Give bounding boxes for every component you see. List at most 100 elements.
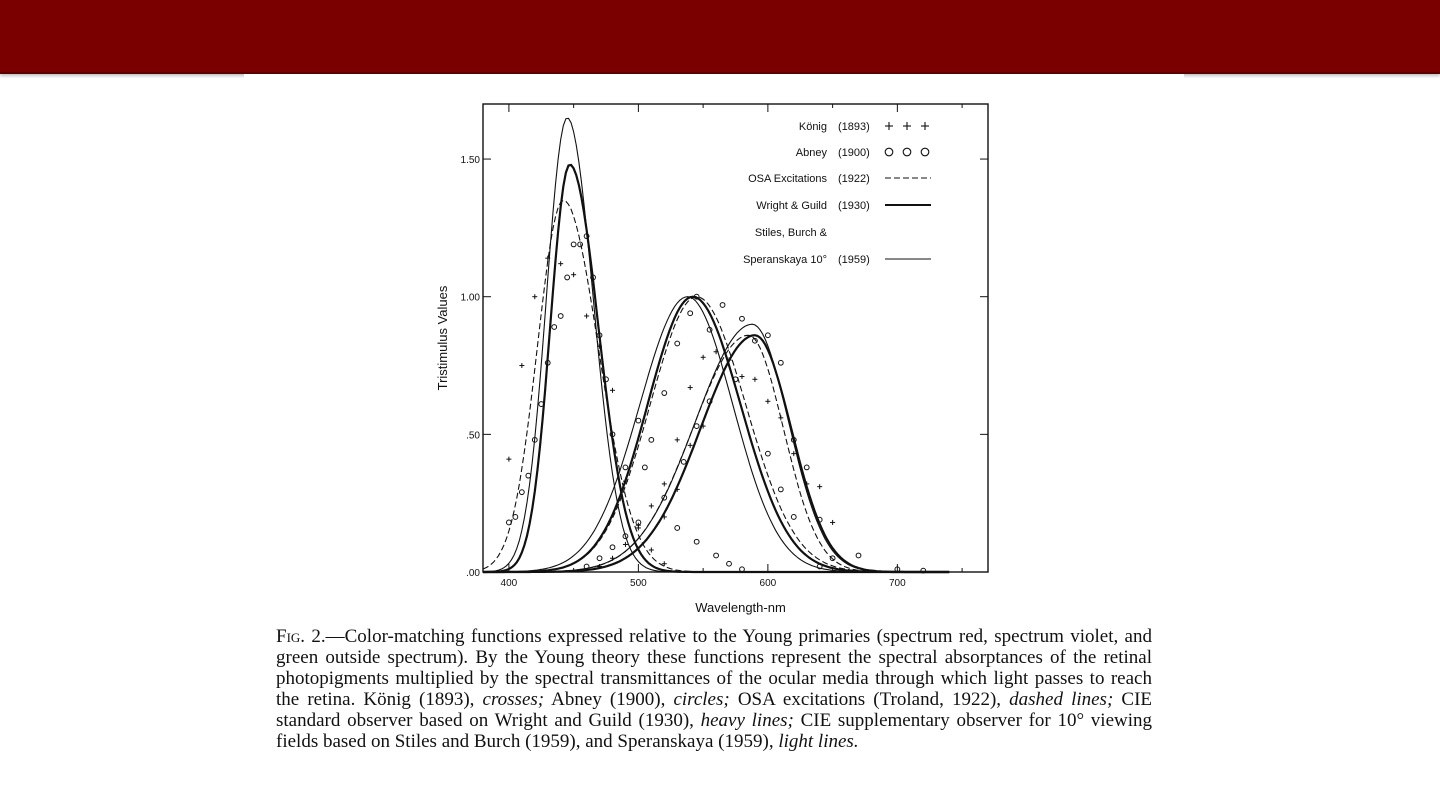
- caption-text: —Color-matching functions expressed rela…: [276, 626, 1152, 710]
- circle-point: [777, 359, 784, 366]
- cross-point: [804, 481, 810, 487]
- y-axis-label: Tristimulus Values: [435, 285, 450, 390]
- plot-frame: [482, 103, 989, 573]
- cross-point: [545, 255, 551, 261]
- circle-point: [680, 458, 687, 465]
- legend-label: Stiles, Burch &: [755, 227, 828, 239]
- circle-point: [816, 563, 823, 570]
- circle-point: [590, 274, 596, 281]
- circle-point: [596, 555, 603, 562]
- circle-point: [790, 514, 797, 520]
- circle-point: [706, 398, 713, 405]
- circle-point: [855, 552, 862, 559]
- x-tick-label: 500: [630, 578, 647, 589]
- x-axis-label: Wavelength-nm: [695, 600, 786, 615]
- circle-point: [609, 431, 616, 438]
- cross-point: [661, 514, 667, 520]
- x-tick-label: 700: [889, 578, 906, 589]
- cross-point: [830, 519, 836, 525]
- legend-circle: [902, 147, 912, 157]
- circle-point: [674, 340, 681, 347]
- circle-point: [648, 436, 655, 443]
- circle-point: [661, 494, 668, 501]
- legend-label: OSA Excitations: [748, 173, 827, 185]
- circle-point: [525, 472, 532, 479]
- cross-point: [609, 555, 615, 561]
- cross-point: [687, 385, 693, 391]
- cross-point: [765, 398, 771, 404]
- cross-point: [752, 376, 758, 382]
- cross-point: [700, 423, 706, 429]
- cross-point: [674, 486, 680, 492]
- circle-point: [635, 519, 642, 526]
- circle-point: [693, 293, 700, 300]
- cross-point: [687, 442, 693, 448]
- circle-point: [790, 436, 797, 443]
- circle-point: [635, 417, 642, 424]
- legend-year: (1930): [838, 200, 870, 212]
- cross-point: [519, 363, 525, 369]
- cross-point: [648, 503, 654, 509]
- circle-point: [693, 423, 700, 429]
- y-tick-label: .00: [466, 568, 480, 579]
- x-tick-label: 600: [760, 578, 777, 589]
- circle-point: [622, 464, 629, 471]
- curve-light: [483, 323, 950, 573]
- cross-point: [584, 313, 590, 319]
- curve-heavy: [483, 295, 950, 574]
- cross-point: [661, 561, 667, 567]
- caption-text: CIE standard observer based on Wright an…: [276, 689, 1153, 731]
- circle-point: [505, 519, 512, 526]
- circle-point: [739, 315, 745, 322]
- circle-point: [583, 233, 590, 240]
- legend-year: (1900): [838, 147, 870, 159]
- y-tick-label: 1.50: [461, 155, 481, 166]
- circle-point: [577, 241, 584, 248]
- caption-circles: circles;: [673, 689, 730, 710]
- circle-point: [564, 274, 571, 281]
- legend-label: König: [799, 121, 827, 133]
- circle-point: [739, 566, 745, 573]
- cross-point: [648, 547, 654, 553]
- caption-heavy: heavy lines;: [700, 710, 794, 731]
- legend-year: (1893): [838, 121, 870, 133]
- circle-point: [570, 241, 577, 248]
- cross-point: [661, 481, 667, 487]
- circle-point: [603, 376, 609, 383]
- circle-point: [687, 310, 694, 317]
- circle-point: [609, 544, 616, 551]
- cross-point: [778, 415, 784, 421]
- circle-point: [764, 450, 771, 457]
- circle-point: [920, 567, 927, 574]
- circle-point: [551, 324, 558, 330]
- cross-point: [597, 563, 603, 569]
- circle-point: [693, 538, 700, 545]
- circle-point: [596, 332, 603, 339]
- y-tick-label: .50: [466, 430, 480, 441]
- cross-point: [791, 451, 797, 457]
- x-tick-label: 400: [501, 578, 518, 589]
- circle-point: [512, 514, 519, 520]
- cross-point: [726, 357, 732, 363]
- cross-point: [609, 387, 615, 393]
- curve-dashed: [483, 296, 950, 573]
- circle-point: [752, 337, 758, 344]
- circle-point: [764, 332, 771, 339]
- legend-circle: [884, 147, 894, 157]
- figure-caption: Fig. 2.—Color-matching functions express…: [276, 626, 1152, 752]
- legend-year: (1959): [838, 254, 870, 266]
- legend-year: (1922): [838, 173, 870, 185]
- cross-point: [700, 354, 706, 360]
- title-bar: [0, 0, 1440, 74]
- circle-point: [829, 555, 836, 562]
- caption-light: light lines.: [778, 731, 859, 752]
- circle-point: [726, 560, 732, 567]
- circle-point: [894, 566, 901, 573]
- legend-label: Wright & Guild: [756, 200, 827, 212]
- caption-fig-label: Fig. 2.: [276, 626, 326, 647]
- circle-point: [557, 313, 564, 319]
- circle-point: [803, 464, 810, 471]
- cross-point: [622, 541, 628, 547]
- legend-label: Abney: [796, 147, 828, 159]
- cross-point: [817, 484, 823, 490]
